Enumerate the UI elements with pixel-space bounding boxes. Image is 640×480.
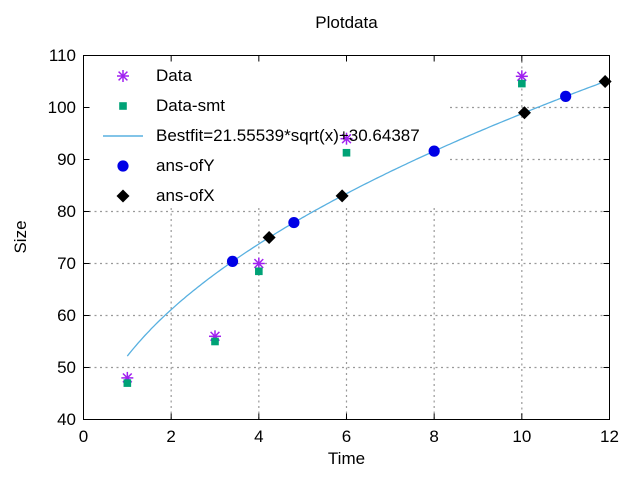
data-point-ans-ofx [262,231,276,244]
x-tick-label: 10 [512,427,532,446]
legend-label-bestfit: Bestfit=21.55539*sqrt(x)+30.64387 [156,126,420,145]
y-tick-label: 100 [47,97,76,117]
y-tick-label: 80 [57,201,76,221]
data-point-ans-ofx [335,189,349,203]
data-point-data-smt [255,267,263,276]
legend-label-ans-ofx: ans-ofX [156,186,215,205]
legend-sample-square [119,102,127,110]
data-point-data [340,132,353,145]
data-point-ans-ofx [598,75,612,88]
asterisk-stroke [341,133,352,144]
legend-label-ans-ofy: ans-ofY [156,156,215,175]
x-tick-label: 0 [78,427,89,446]
x-tick-label: 2 [166,427,176,446]
asterisk-stroke [118,71,128,81]
bestfit-curve [126,79,610,357]
y-tick-label: 70 [57,253,76,273]
legend-sample-asterisk [117,70,129,82]
asterisk-stroke [253,258,264,269]
x-axis-label: Time [327,449,366,468]
chart-title: Plotdata [315,13,378,32]
x-tick-label: 6 [341,427,352,446]
y-tick-label: 40 [57,409,76,429]
data-point-ans-ofy [226,255,239,267]
legend-sample-diamond [116,189,130,203]
legend-label-data-smt: Data-smt [156,96,225,115]
y-tick-label: 110 [48,45,76,65]
data-point-ans-ofx [517,106,531,120]
data-point-data-smt [518,79,526,88]
data-point-ans-ofy [288,216,300,229]
y-tick-label: 60 [57,305,76,325]
data-point-data-smt [123,379,132,387]
y-tick-label: 90 [57,149,76,169]
asterisk-stroke [516,71,527,82]
data-point-data-smt [211,337,219,346]
legend-sample-circle [117,160,129,172]
x-tick-label: 12 [600,427,619,446]
x-tick-label: 8 [429,427,439,446]
x-tick-label: 4 [254,427,264,446]
y-tick-label: 50 [57,357,76,377]
data-point-data-smt [342,148,351,157]
data-point-ans-ofy [560,90,572,102]
legend-label-data: Data [156,66,192,85]
data-point-ans-ofy [428,145,440,157]
